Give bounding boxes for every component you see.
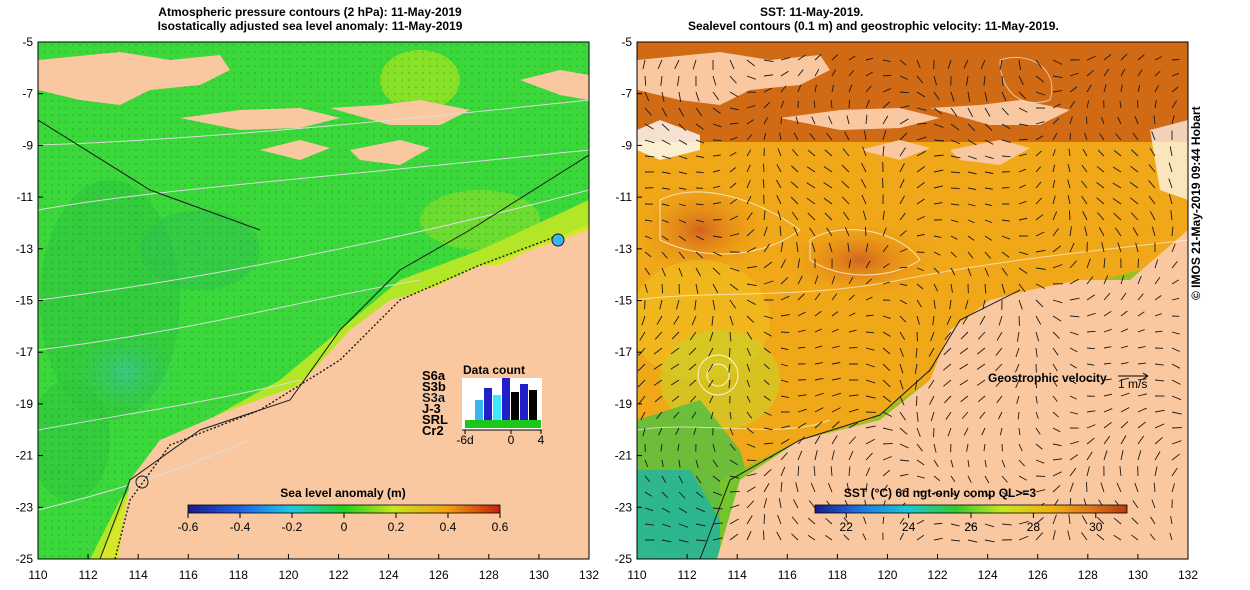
australia-land bbox=[118, 230, 589, 559]
x-tick-label: 116 bbox=[778, 568, 797, 582]
x-tick-label: 130 bbox=[529, 568, 549, 582]
satellite-label: S6a bbox=[422, 368, 446, 383]
y-tick-label: -13 bbox=[615, 242, 633, 256]
x-tick-label: 114 bbox=[728, 568, 747, 582]
satellite-label: S3a bbox=[422, 390, 446, 405]
y-tick-label: -15 bbox=[615, 294, 633, 308]
y-tick-label: -17 bbox=[16, 345, 34, 359]
colorbar-tick-label: -0.2 bbox=[282, 520, 303, 534]
y-tick-label: -9 bbox=[621, 138, 632, 152]
velocity-legend-label: Geostrophic velocity bbox=[988, 371, 1107, 385]
x-tick-label: 132 bbox=[579, 568, 599, 582]
x-tick-label: 124 bbox=[379, 568, 399, 582]
y-tick-label: -7 bbox=[621, 87, 632, 101]
y-tick-label: -19 bbox=[615, 397, 633, 411]
x-tick-label: 128 bbox=[1078, 568, 1098, 582]
left-title-line1: Atmospheric pressure contours (2 hPa): 1… bbox=[158, 5, 462, 19]
y-tick-label: -21 bbox=[615, 449, 633, 463]
x-tick-label: 130 bbox=[1128, 568, 1148, 582]
satellite-label: SRL bbox=[422, 412, 448, 427]
colorbar-tick-label: 30 bbox=[1089, 520, 1103, 534]
y-tick-label: -25 bbox=[16, 552, 34, 566]
colorbar-tick-label: 0.6 bbox=[492, 520, 509, 534]
y-tick-label: -15 bbox=[16, 294, 34, 308]
data-count-title: Data count bbox=[463, 363, 525, 377]
colorbar-tick-label: 24 bbox=[902, 520, 916, 534]
sla-map bbox=[38, 42, 589, 559]
sla-colorbar-ticks: -0.6 -0.4 -0.2 0 0.2 0.4 0.6 bbox=[178, 513, 509, 534]
x-tick-label: 110 bbox=[28, 568, 47, 582]
left-title-line2: Isostatically adjusted sea level anomaly… bbox=[157, 19, 463, 33]
x-tick-label: 124 bbox=[978, 568, 998, 582]
x-tick-label: 116 bbox=[179, 568, 198, 582]
x-tick-label: 128 bbox=[479, 568, 499, 582]
y-tick-label: -5 bbox=[621, 35, 632, 49]
axis-ticks: 110 112 114 116 118 120 122 124 126 128 130 132 -5 -7… bbox=[16, 35, 1199, 582]
sla-colorbar-label: Sea level anomaly (m) bbox=[280, 486, 405, 500]
y-tick-label: -7 bbox=[22, 87, 33, 101]
x-tick-label: 110 bbox=[627, 568, 646, 582]
velocity-arrows bbox=[637, 53, 1183, 543]
y-tick-label: -21 bbox=[16, 449, 34, 463]
right-title-line1: SST: 11-May-2019. bbox=[760, 5, 864, 19]
satellite-label: J-3 bbox=[422, 401, 441, 416]
x-tick-label: 120 bbox=[278, 568, 298, 582]
sst-colorbar-label: SST (°C) 6d ngt-only comp QL>=3 bbox=[844, 486, 1036, 500]
colorbar-tick-label: 0 bbox=[341, 520, 348, 534]
colorbar-tick-label: 28 bbox=[1027, 520, 1041, 534]
y-tick-label: -13 bbox=[16, 242, 34, 256]
y-tick-label: -23 bbox=[615, 500, 633, 514]
colorbar-tick-label: -0.6 bbox=[178, 520, 199, 534]
y-tick-label: -11 bbox=[616, 190, 633, 204]
x-tick-label: 126 bbox=[1028, 568, 1048, 582]
colorbar-tick-label: 0.4 bbox=[440, 520, 457, 534]
australia-land-right bbox=[717, 230, 1188, 559]
x-tick-label: 114 bbox=[129, 568, 148, 582]
x-tick-label: 122 bbox=[329, 568, 349, 582]
colorbar-tick-label: 22 bbox=[840, 520, 854, 534]
y-tick-label: -19 bbox=[16, 397, 34, 411]
right-title-line2: Sealevel contours (0.1 m) and geostrophi… bbox=[688, 19, 1059, 33]
sla-colorbar bbox=[187, 504, 501, 514]
x-tick-label: 120 bbox=[877, 568, 897, 582]
sst-map bbox=[637, 42, 1188, 559]
y-tick-label: -23 bbox=[16, 500, 34, 514]
satellite-label: Cr2 bbox=[422, 423, 444, 438]
colorbar-tick-label: 26 bbox=[964, 520, 978, 534]
x-tick-label: 112 bbox=[678, 568, 697, 582]
satellite-label: S3b bbox=[422, 379, 446, 394]
y-tick-label: -25 bbox=[615, 552, 633, 566]
sst-colorbar-ticks: 22 24 26 28 30 bbox=[840, 513, 1103, 534]
y-tick-label: -17 bbox=[615, 345, 633, 359]
y-tick-label: -9 bbox=[22, 138, 33, 152]
x-tick-label: 126 bbox=[429, 568, 449, 582]
sst-colorbar bbox=[814, 504, 1128, 514]
x-tick-label: 132 bbox=[1178, 568, 1198, 582]
credit-text: © IMOS 21-May-2019 09:44 Hobart bbox=[1189, 106, 1203, 300]
y-tick-label: -11 bbox=[17, 190, 34, 204]
velocity-legend-unit: 1 m/s bbox=[1118, 377, 1147, 391]
x-tick-label: 118 bbox=[229, 568, 248, 582]
data-count-tick: 4 bbox=[538, 433, 545, 447]
colorbar-tick-label: 0.2 bbox=[388, 520, 405, 534]
y-tick-label: -5 bbox=[22, 35, 33, 49]
data-count-tick: 0 bbox=[508, 433, 515, 447]
x-tick-label: 118 bbox=[828, 568, 847, 582]
data-count-tick: -6d bbox=[456, 433, 473, 447]
colorbar-tick-label: -0.4 bbox=[230, 520, 251, 534]
x-tick-label: 122 bbox=[928, 568, 948, 582]
x-tick-label: 112 bbox=[79, 568, 98, 582]
